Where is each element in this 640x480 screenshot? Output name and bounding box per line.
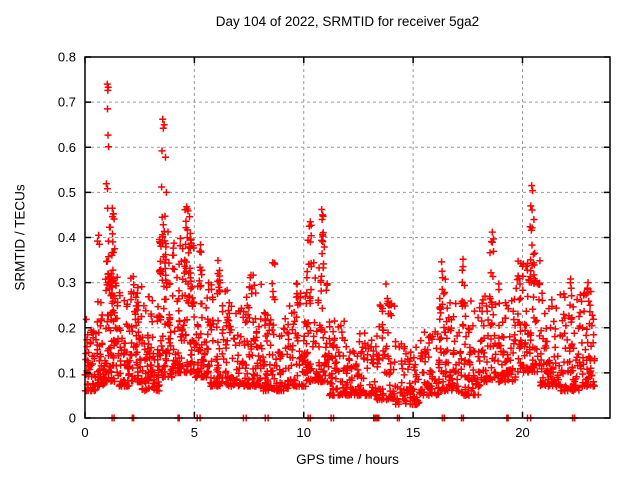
y-tick-label: 0: [69, 411, 76, 426]
y-tick-label: 0.7: [58, 95, 76, 110]
y-tick-label: 0.8: [58, 50, 76, 65]
y-tick-label: 0.1: [58, 365, 76, 380]
x-tick-label: 5: [191, 425, 198, 440]
x-tick-label: 15: [406, 425, 420, 440]
x-tick-label: 0: [81, 425, 88, 440]
y-tick-label: 0.4: [58, 230, 76, 245]
y-tick-label: 0.6: [58, 140, 76, 155]
x-tick-label: 10: [297, 425, 311, 440]
y-tick-label: 0.2: [58, 320, 76, 335]
x-axis-label: GPS time / hours: [296, 452, 399, 467]
y-tick-label: 0.5: [58, 185, 76, 200]
scatter-points: [81, 80, 599, 422]
chart-title: Day 104 of 2022, SRMTID for receiver 5ga…: [215, 14, 480, 29]
x-tick-label: 20: [515, 425, 529, 440]
y-tick-label: 0.3: [58, 275, 76, 290]
